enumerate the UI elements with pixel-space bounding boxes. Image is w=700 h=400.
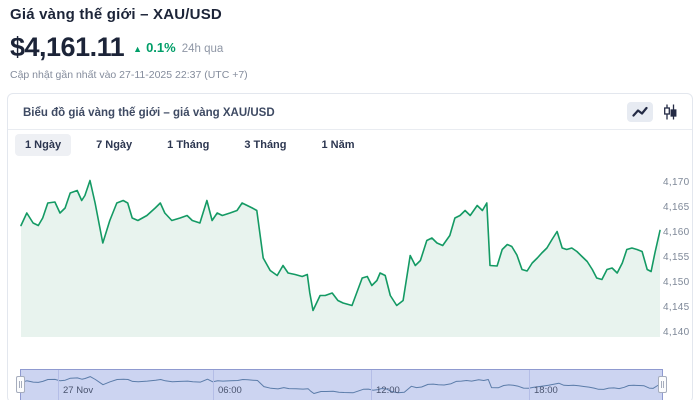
y-axis-tick-label: 4,155 — [663, 252, 690, 263]
navigator-gridline — [58, 370, 59, 400]
change-period: 24h qua — [181, 42, 224, 55]
price-value: $4,161.11 — [10, 32, 125, 62]
x-axis-tick-label: 18:00 — [534, 385, 558, 396]
y-axis-tick-label: 4,160 — [663, 227, 690, 238]
price-row: $4,161.11 ▲ 0.1% 24h qua — [10, 32, 223, 63]
tab-3-months[interactable]: 3 Tháng — [234, 134, 296, 156]
navigator-gridline — [213, 370, 214, 400]
divider — [8, 129, 692, 130]
page-title: Giá vàng thế giới – XAU/USD — [10, 6, 222, 23]
navigator-gridline — [529, 370, 530, 400]
candlestick-icon — [663, 104, 677, 120]
tab-1-month[interactable]: 1 Tháng — [157, 134, 219, 156]
chart-card-title: Biểu đồ giá vàng thế giới – giá vàng XAU… — [23, 107, 275, 119]
y-axis-tick-label: 4,145 — [663, 302, 690, 313]
y-axis-tick-label: 4,150 — [663, 277, 690, 288]
x-axis-tick-label: 27 Nov — [63, 385, 94, 396]
change-percent: 0.1% — [146, 40, 176, 55]
navigator[interactable]: 27 Nov 06:00 12:00 18:00 — [16, 369, 667, 400]
navigator-right-handle[interactable] — [658, 376, 667, 393]
x-axis-tick-label: 06:00 — [218, 385, 242, 396]
last-updated-text: Cập nhật gần nhất vào 27-11-2025 22:37 (… — [10, 69, 248, 81]
line-chart-toggle-button[interactable] — [627, 102, 653, 122]
line-chart-icon — [632, 106, 648, 118]
chart-type-toggles — [627, 100, 682, 124]
y-axis-tick-label: 4,140 — [663, 327, 690, 338]
tab-1-day[interactable]: 1 Ngày — [15, 134, 72, 156]
navigator-mini-chart — [21, 376, 662, 394]
chart-plot-area[interactable] — [21, 164, 660, 337]
tab-1-year[interactable]: 1 Năm — [312, 134, 365, 156]
candlestick-toggle-button[interactable] — [658, 100, 682, 124]
range-tabs: 1 Ngày 7 Ngày 1 Tháng 3 Tháng 1 Năm — [15, 134, 365, 156]
x-axis-tick-label: 12:00 — [376, 385, 400, 396]
tab-7-days[interactable]: 7 Ngày — [86, 134, 142, 156]
up-arrow-icon: ▲ — [133, 43, 143, 54]
navigator-gridline — [371, 370, 372, 400]
navigator-left-handle[interactable] — [16, 376, 25, 393]
y-axis-tick-label: 4,170 — [663, 177, 690, 188]
y-axis-tick-label: 4,165 — [663, 202, 690, 213]
